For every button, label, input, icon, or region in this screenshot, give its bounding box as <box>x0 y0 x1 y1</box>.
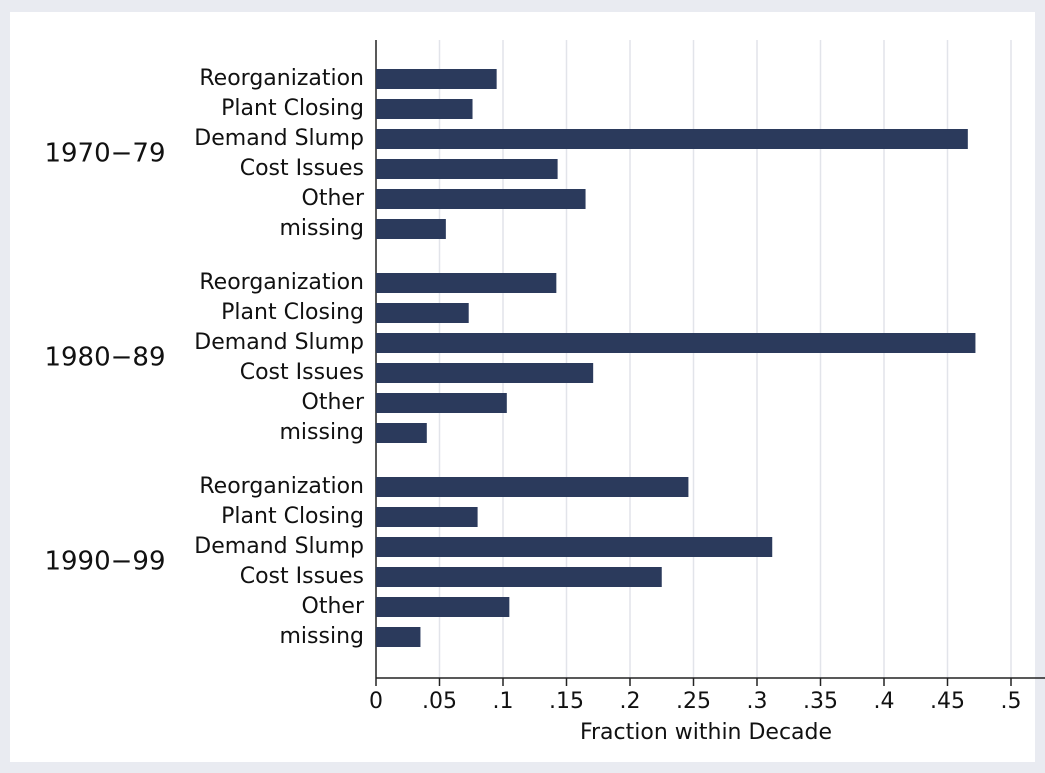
bar <box>376 423 427 443</box>
bar <box>376 189 586 209</box>
category-label: Reorganization <box>199 474 364 499</box>
category-label: Demand Slump <box>194 534 364 559</box>
bar <box>376 129 968 149</box>
group-label: 1980−89 <box>44 343 165 373</box>
x-tick-label: .5 <box>1001 689 1022 714</box>
x-tick-label: .2 <box>620 689 641 714</box>
bar <box>376 273 557 293</box>
x-tick-label: .25 <box>676 689 711 714</box>
x-tick-label: 0 <box>369 689 383 714</box>
plot-background <box>10 12 1035 762</box>
category-label: Plant Closing <box>221 96 364 121</box>
x-tick-label: .35 <box>803 689 838 714</box>
category-label: Plant Closing <box>221 300 364 325</box>
category-label: Demand Slump <box>194 330 364 355</box>
x-tick-label: .45 <box>930 689 965 714</box>
category-label: Other <box>302 594 365 619</box>
category-label: missing <box>280 624 365 649</box>
bar <box>376 159 558 179</box>
bar <box>376 69 497 89</box>
bar <box>376 537 773 557</box>
bar <box>376 597 510 617</box>
category-label: Demand Slump <box>194 126 364 151</box>
bar <box>376 219 446 239</box>
x-tick-label: .15 <box>549 689 584 714</box>
x-tick-label: .4 <box>874 689 895 714</box>
group-label: 1990−99 <box>44 547 165 577</box>
category-label: Cost Issues <box>240 360 364 385</box>
bar <box>376 627 421 647</box>
bar <box>376 507 478 527</box>
group-label: 1970−79 <box>44 139 165 169</box>
category-label: Other <box>302 186 365 211</box>
category-label: missing <box>280 420 365 445</box>
x-tick-label: .3 <box>747 689 768 714</box>
x-tick-label: .1 <box>493 689 514 714</box>
bar <box>376 333 976 353</box>
category-label: Reorganization <box>199 270 364 295</box>
x-axis-title: Fraction within Decade <box>580 720 832 745</box>
bar <box>376 567 662 587</box>
bar <box>376 363 594 383</box>
category-label: Plant Closing <box>221 504 364 529</box>
bar <box>376 393 507 413</box>
bar <box>376 477 689 497</box>
category-label: missing <box>280 216 365 241</box>
category-label: Cost Issues <box>240 564 364 589</box>
x-tick-label: .05 <box>422 689 457 714</box>
bar <box>376 303 469 323</box>
category-label: Other <box>302 390 365 415</box>
category-label: Cost Issues <box>240 156 364 181</box>
category-label: Reorganization <box>199 66 364 91</box>
bar <box>376 99 473 119</box>
